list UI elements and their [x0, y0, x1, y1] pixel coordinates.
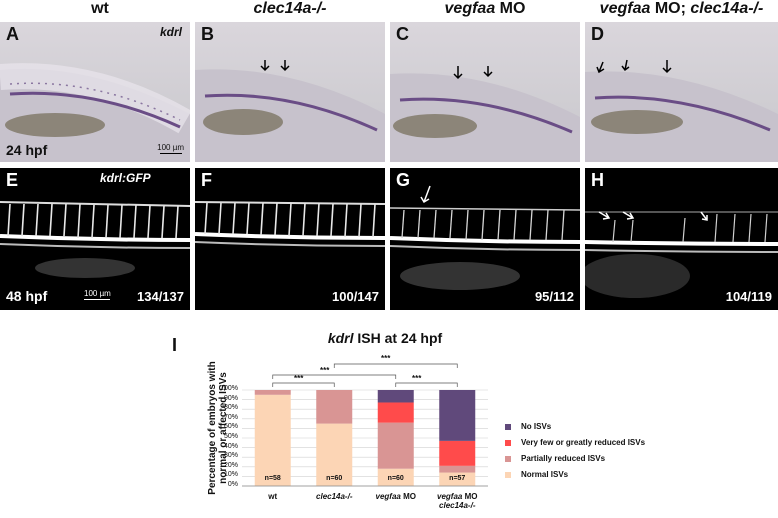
legend-swatch	[505, 471, 511, 478]
chart-title: kdrl ISH at 24 hpf	[250, 330, 520, 346]
bar-segment	[316, 390, 353, 424]
y-tick-label: 0%	[227, 481, 238, 488]
legend-item: No ISVs	[505, 422, 551, 431]
bar-segment	[377, 402, 414, 423]
ratio-label: 95/112	[534, 289, 574, 304]
bar-segment	[254, 394, 291, 486]
significance-bracket	[333, 363, 458, 368]
panel-label-i: I	[172, 335, 178, 355]
bar-segment	[439, 465, 476, 473]
column-header-italic: vegfaa	[599, 0, 651, 17]
panel-g-image: G 95/112	[390, 168, 580, 310]
panel-label-d: D	[591, 24, 604, 44]
significance-marker: ***	[320, 366, 330, 375]
column-header-italic-2: clec14a-/-	[690, 0, 764, 17]
chart-title-text: ISH at 24 hpf	[353, 330, 443, 346]
chart-title-gene: kdrl	[327, 330, 354, 346]
vessel-illustration	[390, 185, 580, 290]
stage-label-48hpf: 48 hpf	[6, 288, 48, 304]
column-header-text: wt	[91, 0, 109, 17]
panel-label-b: B	[201, 24, 214, 44]
panel-c-image: C	[390, 22, 580, 162]
legend-label: Very few or greatly reduced ISVs	[521, 438, 646, 447]
y-tick-label: 10%	[223, 471, 238, 479]
scale-bar	[160, 153, 182, 154]
vessel-illustration	[0, 201, 190, 278]
gene-label-kdrl: kdrl	[159, 25, 182, 39]
vessel-illustration	[585, 211, 778, 298]
n-count-label: n=60	[387, 475, 404, 482]
y-tick-label: 30%	[223, 452, 238, 460]
panel-label-e: E	[6, 170, 19, 190]
bar-segment	[377, 390, 414, 403]
legend-label: Partially reduced ISVs	[521, 454, 606, 463]
significance-marker: ***	[294, 374, 304, 383]
x-category-label: wt	[268, 492, 278, 501]
embryo-illustration	[0, 63, 190, 162]
y-tick-label: 20%	[223, 461, 238, 469]
n-count-label: n=60	[326, 475, 343, 482]
scale-bar	[84, 299, 110, 300]
legend-swatch	[505, 423, 511, 430]
significance-bracket	[395, 382, 458, 387]
significance-bracket	[272, 374, 397, 379]
stage-label-24hpf: 24 hpf	[6, 142, 48, 158]
bar-segment	[377, 422, 414, 469]
column-header-text: MO;	[650, 0, 691, 17]
significance-bracket	[272, 382, 335, 387]
panel-e-image: E kdrl:GFP 48 hpf 100 µm 134/137	[0, 168, 190, 310]
y-tick-label: 90%	[223, 394, 238, 402]
panel-label-h: H	[591, 170, 604, 190]
bar-segment	[254, 390, 291, 395]
panel-label-c: C	[396, 24, 409, 44]
legend-item: Partially reduced ISVs	[505, 454, 605, 463]
bar-segment	[439, 440, 476, 466]
y-tick-label: 50%	[223, 433, 238, 440]
scale-bar-label: 100 µm	[84, 289, 111, 298]
n-count-label: n=57	[449, 475, 466, 482]
legend-label: No ISVs	[521, 422, 552, 431]
scale-bar-label: 100 µm	[157, 143, 184, 152]
significance-marker: ***	[381, 354, 391, 363]
n-count-label: n=58	[264, 475, 281, 482]
legend-label: Normal ISVs	[521, 470, 569, 479]
column-header-italic: vegfaa	[444, 0, 496, 17]
legend-item: Very few or greatly reduced ISVs	[505, 438, 645, 447]
panel-d-image: D	[585, 22, 778, 162]
column-header-vegfaa-mo: vegfaa MO	[395, 0, 575, 20]
panel-a-image: A kdrl 24 hpf 100 µm	[0, 22, 190, 162]
ratio-label: 134/137	[137, 289, 184, 304]
y-tick-label: 60%	[223, 423, 238, 431]
legend-swatch	[505, 439, 511, 446]
embryo-illustration	[390, 66, 580, 162]
x-category-label: clec14a-/-	[316, 492, 353, 501]
x-category-label: vegfaa MO	[375, 492, 416, 501]
column-header-vegfaa-mo-clec14a: vegfaa MO; clec14a-/-	[585, 0, 778, 20]
panel-h-image: H 104/119	[585, 168, 778, 310]
panel-f-image: F 100/147	[195, 168, 385, 310]
column-header-wt: wt	[20, 0, 180, 20]
y-tick-label: 70%	[223, 413, 238, 421]
x-category-label: vegfaa MO clec14a-/-	[437, 492, 478, 510]
column-header-italic: clec14a-/-	[253, 0, 327, 17]
embryo-illustration	[585, 59, 778, 162]
panel-label-f: F	[201, 170, 212, 190]
bar-segment	[439, 390, 476, 441]
ratio-label: 104/119	[725, 289, 772, 304]
legend-item: Normal ISVs	[505, 470, 568, 479]
significance-marker: ***	[412, 374, 422, 383]
panel-label-a: A	[6, 24, 19, 44]
gene-label-kdrl-gfp: kdrl:GFP	[100, 171, 151, 185]
ratio-label: 100/147	[332, 289, 379, 304]
vessel-illustration	[195, 201, 385, 247]
legend-swatch	[505, 455, 511, 462]
column-header-clec14a: clec14a-/-	[200, 0, 380, 20]
y-tick-label: 40%	[223, 442, 238, 450]
y-tick-label: 100%	[220, 385, 238, 392]
column-header-text: MO	[495, 0, 526, 17]
y-tick-label: 80%	[223, 404, 238, 412]
panel-label-g: G	[396, 170, 411, 190]
embryo-illustration	[195, 60, 385, 162]
panel-b-image: B	[195, 22, 385, 162]
